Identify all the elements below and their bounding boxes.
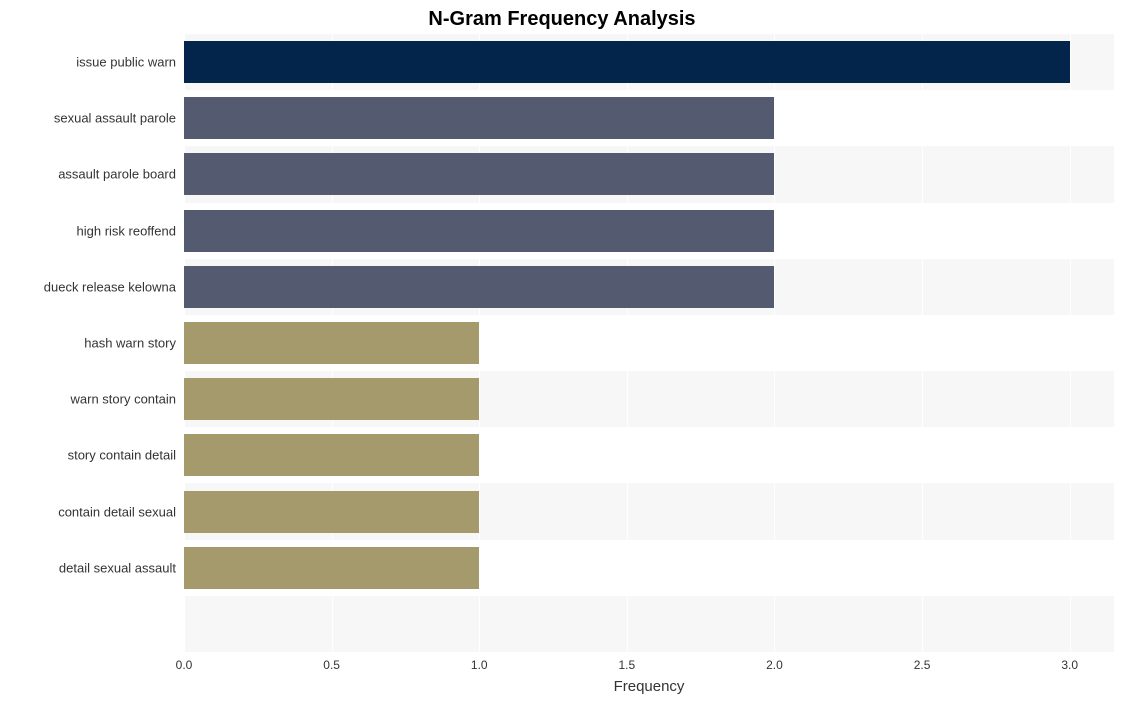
x-axis-title: Frequency <box>184 678 1114 695</box>
grid-line <box>922 34 923 652</box>
x-tick-label: 0.5 <box>323 652 340 672</box>
ngram-frequency-chart: N-Gram Frequency Analysis issue public w… <box>0 0 1124 701</box>
x-tick-label: 2.0 <box>766 652 783 672</box>
y-tick-label: issue public warn <box>76 55 184 70</box>
bar <box>184 153 774 195</box>
bar <box>184 266 774 308</box>
x-tick-label: 0.0 <box>176 652 193 672</box>
bar <box>184 434 479 476</box>
grid-band <box>184 596 1114 652</box>
bar <box>184 210 774 252</box>
x-tick-label: 3.0 <box>1061 652 1078 672</box>
y-tick-label: story contain detail <box>68 448 184 463</box>
bar <box>184 378 479 420</box>
bar <box>184 41 1070 83</box>
x-tick-label: 2.5 <box>914 652 931 672</box>
y-tick-label: detail sexual assault <box>59 560 184 575</box>
y-tick-label: hash warn story <box>84 336 184 351</box>
grid-line <box>774 34 775 652</box>
y-tick-label: contain detail sexual <box>58 504 184 519</box>
x-tick-label: 1.0 <box>471 652 488 672</box>
bar <box>184 547 479 589</box>
y-tick-label: sexual assault parole <box>54 111 184 126</box>
y-tick-label: assault parole board <box>58 167 184 182</box>
y-tick-label: dueck release kelowna <box>44 279 184 294</box>
bar <box>184 97 774 139</box>
plot-area: issue public warnsexual assault paroleas… <box>184 34 1114 652</box>
grid-line <box>1070 34 1071 652</box>
x-tick-label: 1.5 <box>619 652 636 672</box>
y-tick-label: warn story contain <box>71 392 185 407</box>
y-tick-label: high risk reoffend <box>77 223 185 238</box>
bar <box>184 491 479 533</box>
bar <box>184 322 479 364</box>
chart-title: N-Gram Frequency Analysis <box>0 8 1124 31</box>
